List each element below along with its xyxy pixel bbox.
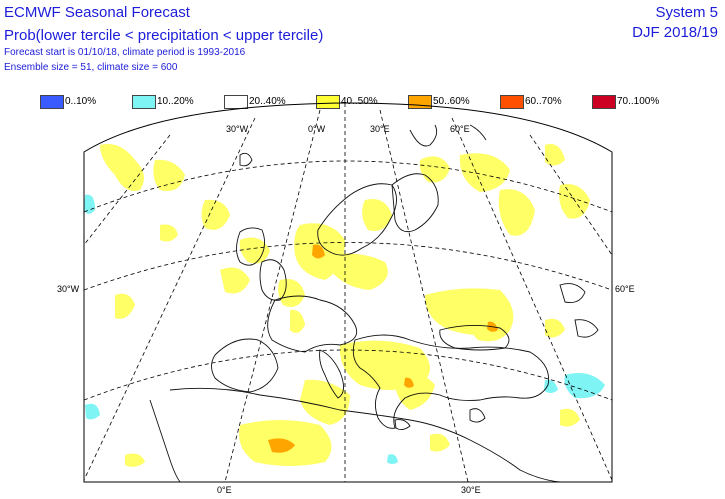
legend-label: 20..40% <box>249 96 286 107</box>
lon-label-top: 60°E <box>450 124 470 134</box>
map-frame <box>83 102 613 483</box>
map-area <box>84 103 612 482</box>
ensemble-info: Ensemble size = 51, climate size = 600 <box>4 62 178 73</box>
lon-label-top: 30°E <box>370 124 390 134</box>
legend-label: 40..50% <box>341 96 378 107</box>
graticule <box>84 103 612 482</box>
legend-label: 50..60% <box>433 96 470 107</box>
legend-label: 0..10% <box>65 96 97 107</box>
legend-label: 10..20% <box>157 96 194 107</box>
forecast-info: Forecast start is 01/10/18, climate peri… <box>4 47 246 58</box>
lon-label-top: 30°W <box>226 124 249 134</box>
map-title: ECMWF Seasonal Forecast <box>4 4 190 21</box>
lon-label-bottom: 30°E <box>461 485 481 495</box>
probability-10-20-areas <box>84 194 605 464</box>
lat-label-left: 30°W <box>57 284 80 294</box>
legend-swatch <box>316 95 340 109</box>
legend-swatch <box>40 95 64 109</box>
system-label: System 5 <box>655 4 718 21</box>
legend-swatch <box>500 95 524 109</box>
season-label: DJF 2018/19 <box>632 24 718 41</box>
lon-label-top: 0°W <box>308 124 326 134</box>
lat-label-right: 60°E <box>615 284 635 294</box>
legend-label: 70..100% <box>617 96 660 107</box>
map-subtitle: Prob(lower tercile < precipitation < upp… <box>4 27 324 44</box>
legend-swatch <box>132 95 156 109</box>
legend-label: 60..70% <box>525 96 562 107</box>
legend-swatch <box>592 95 616 109</box>
legend-swatch <box>224 95 248 109</box>
lon-label-bottom: 0°E <box>217 485 232 495</box>
probability-50-60-areas <box>268 244 498 453</box>
coastlines <box>149 124 599 482</box>
